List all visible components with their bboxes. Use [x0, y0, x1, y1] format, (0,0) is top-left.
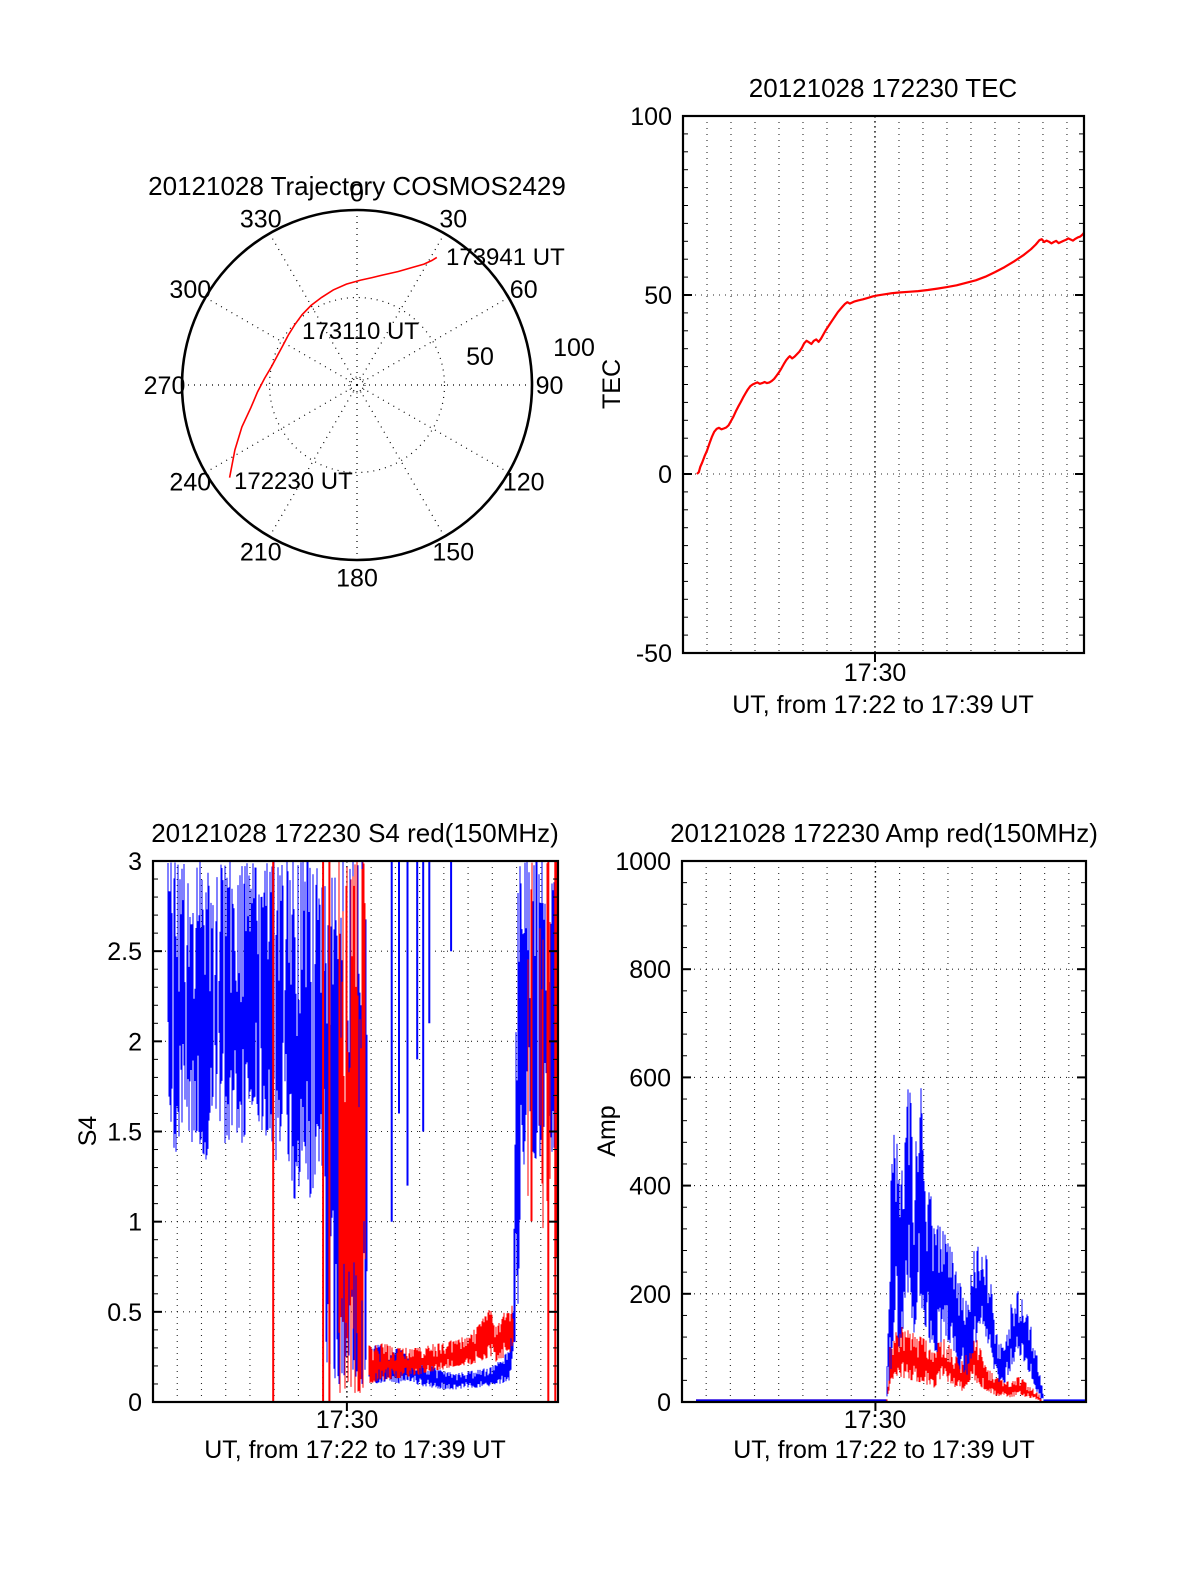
polar-azimuth-label: 60: [510, 276, 538, 304]
s4-noise-S4-150MHz-red: [338, 861, 551, 1393]
polar-azimuth-label: 0: [350, 180, 364, 208]
polar-azimuth-label: 180: [336, 565, 378, 593]
annotation-173941: 173941 UT: [446, 244, 565, 271]
tec-ytick-label: 0: [658, 461, 672, 489]
polar-azimuth-label: 300: [169, 276, 211, 304]
polar-azimuth-label: 330: [240, 205, 282, 233]
tec-xtick-label: 17:30: [844, 659, 907, 687]
annotation-173110: 173110 UT: [302, 318, 419, 345]
s4-ytick-label: 0.5: [107, 1299, 142, 1327]
s4-vlines-S4-150MHz-red: [272, 861, 558, 1402]
polar-outer-circle: [180, 208, 534, 562]
polar-azimuth-label: 120: [503, 468, 545, 496]
polar-azimuth-label: 270: [144, 372, 186, 400]
s4-ytick-label: 1: [128, 1209, 142, 1237]
polar-spoke: [268, 233, 358, 386]
s4-ylabel: S4: [74, 1116, 102, 1147]
polar-spoke: [356, 233, 446, 386]
polar-azimuth-label: 90: [536, 372, 564, 400]
s4-ytick-label: 2: [128, 1028, 142, 1056]
polar-spoke: [268, 384, 358, 537]
amp-xlabel: UT, from 17:22 to 17:39 UT: [733, 1436, 1035, 1464]
trajectory-line: [228, 256, 438, 478]
s4-title: 20121028 172230 S4 red(150MHz): [151, 818, 559, 848]
tec-chart: 100 50 0 -50: [630, 103, 1086, 668]
polar-spoke: [356, 384, 446, 537]
amp-ylabel: Amp: [593, 1105, 621, 1156]
polar-azimuth-label: 30: [439, 205, 467, 233]
amp-noise-Amp-150MHz-blue: [886, 1088, 1044, 1400]
polar-center-ring: [348, 376, 366, 394]
s4-chart: 3 2.5 2 1.5 1 0.5 0: [107, 848, 560, 1417]
tec-chart-labels: 20121028 172230 TEC TEC 17:30 UT, from 1…: [598, 73, 1034, 719]
tec-ytick-label: -50: [636, 640, 672, 668]
tec-ytick-label: 50: [644, 282, 672, 310]
tec-series-area: [696, 232, 1084, 475]
polar-azimuth-label: 240: [169, 468, 211, 496]
s4-vlines-S4-150MHz-blue: [390, 861, 453, 1222]
polar-radial-gridline: [268, 296, 446, 474]
annotation-172230: 172230 UT: [234, 468, 353, 495]
amp-chart: 1000 800 600 400 200 0: [615, 848, 1088, 1417]
amp-ytick-label: 600: [629, 1064, 671, 1092]
amp-chart-labels: 20121028 172230 Amp red(150MHz) Amp 17:3…: [593, 818, 1098, 1464]
tec-ylabel: TEC: [598, 359, 626, 409]
amp-series-area: [696, 1088, 1086, 1402]
s4-xtick-label: 17:30: [316, 1406, 379, 1434]
polar-grid: [180, 208, 534, 562]
tec-xlabel: UT, from 17:22 to 17:39 UT: [732, 691, 1034, 719]
amp-plot-box: [680, 859, 1088, 1404]
s4-xlabel: UT, from 17:22 to 17:39 UT: [204, 1436, 506, 1464]
s4-ytick-label: 1.5: [107, 1119, 142, 1147]
amp-ytick-label: 400: [629, 1173, 671, 1201]
polar-trajectory-chart: 0 30 60 90 120 150 180 210 240 270 300 330 20121028…: [144, 171, 595, 593]
polar-azimuth-label: 150: [432, 539, 474, 567]
tec-ytick-label: 100: [630, 103, 672, 131]
polar-spoke: [356, 384, 509, 474]
s4-chart-labels: 20121028 172230 S4 red(150MHz) S4 17:30 …: [74, 818, 559, 1464]
amp-ytick-label: 800: [629, 956, 671, 984]
amp-ytick-label: 0: [657, 1389, 671, 1417]
amp-xtick-label: 17:30: [844, 1406, 907, 1434]
polar-title: 20121028 Trajectory COSMOS2429: [148, 171, 566, 201]
amp-noise-Amp-150MHz-red: [887, 1327, 1042, 1402]
polar-azimuth-labels: 0 30 60 90 120 150 180 210 240 270 300 330: [144, 180, 564, 593]
tec-plot-box: [681, 114, 1086, 655]
s4-ytick-label: 3: [128, 848, 142, 876]
amp-title: 20121028 172230 Amp red(150MHz): [670, 818, 1098, 848]
polar-azimuth-label: 210: [240, 539, 282, 567]
tec-line-TEC: [696, 232, 1084, 475]
s4-ytick-label: 2.5: [107, 938, 142, 966]
tec-title: 20121028 172230 TEC: [749, 73, 1017, 103]
s4-ytick-label: 0: [128, 1389, 142, 1417]
amp-ytick-label: 1000: [615, 848, 671, 876]
amp-ytick-label: 200: [629, 1281, 671, 1309]
polar-radial-label-50: 50: [466, 343, 494, 371]
s4-series-area: [167, 861, 558, 1402]
polar-radial-label-100: 100: [553, 334, 595, 362]
